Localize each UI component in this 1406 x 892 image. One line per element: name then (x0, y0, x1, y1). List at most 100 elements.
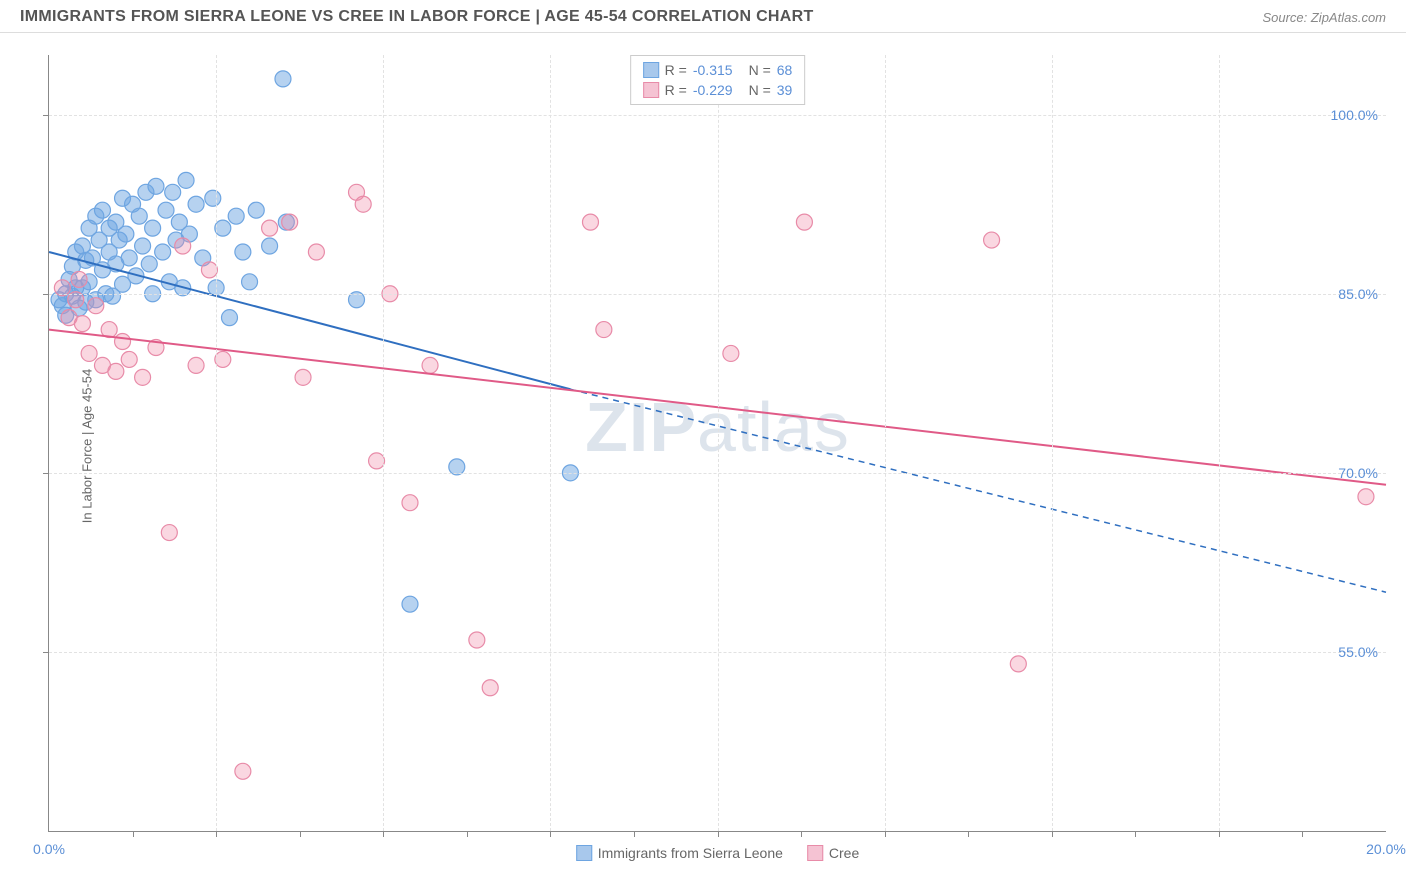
swatch-icon (643, 82, 659, 98)
trendline-sierra (49, 252, 570, 389)
data-point-cree (188, 357, 204, 373)
data-point-cree (201, 262, 217, 278)
ytick (43, 473, 49, 474)
xtick (467, 831, 468, 837)
gridline-v (718, 55, 719, 831)
data-point-cree (175, 238, 191, 254)
legend-row-sierra: R = -0.315 N = 68 (643, 60, 793, 80)
data-point-cree (402, 495, 418, 511)
ytick (43, 652, 49, 653)
xtick (216, 831, 217, 837)
data-point-sierra (188, 196, 204, 212)
data-point-cree (262, 220, 278, 236)
data-point-cree (308, 244, 324, 260)
xtick (1052, 831, 1053, 837)
data-point-cree (369, 453, 385, 469)
data-point-sierra (148, 178, 164, 194)
series-legend: Immigrants from Sierra Leone Cree (576, 845, 860, 861)
data-point-sierra (118, 226, 134, 242)
correlation-legend: R = -0.315 N = 68 R = -0.229 N = 39 (630, 55, 806, 105)
gridline-v (216, 55, 217, 831)
data-point-sierra (221, 310, 237, 326)
swatch-icon (807, 845, 823, 861)
ytick-label: 55.0% (1338, 644, 1378, 660)
gridline-v (383, 55, 384, 831)
data-point-cree (161, 525, 177, 541)
xtick (383, 831, 384, 837)
data-point-sierra (141, 256, 157, 272)
data-point-sierra (155, 244, 171, 260)
data-point-sierra (262, 238, 278, 254)
stat-label: N = (749, 62, 771, 78)
data-point-cree (108, 363, 124, 379)
data-point-cree (81, 345, 97, 361)
data-point-cree (235, 763, 251, 779)
trendline-dashed-sierra (570, 389, 1386, 592)
data-point-sierra (145, 220, 161, 236)
source-label: Source: ZipAtlas.com (1262, 10, 1386, 25)
gridline-v (1052, 55, 1053, 831)
stat-label: R = (665, 82, 687, 98)
xtick (133, 831, 134, 837)
legend-row-cree: R = -0.229 N = 39 (643, 80, 793, 100)
chart-title: IMMIGRANTS FROM SIERRA LEONE VS CREE IN … (20, 8, 814, 26)
data-point-cree (582, 214, 598, 230)
swatch-icon (643, 62, 659, 78)
ytick-label: 85.0% (1338, 286, 1378, 302)
legend-item-cree: Cree (807, 845, 859, 861)
gridline-v (885, 55, 886, 831)
data-point-sierra (135, 238, 151, 254)
r-value-sierra: -0.315 (693, 62, 733, 78)
data-point-sierra (402, 596, 418, 612)
n-value-sierra: 68 (777, 62, 793, 78)
data-point-sierra (165, 184, 181, 200)
data-point-cree (295, 369, 311, 385)
ytick (43, 294, 49, 295)
gridline-v (1219, 55, 1220, 831)
legend-label-cree: Cree (829, 845, 859, 861)
xtick (801, 831, 802, 837)
legend-label-sierra: Immigrants from Sierra Leone (598, 845, 783, 861)
data-point-cree (796, 214, 812, 230)
stat-label: N = (749, 82, 771, 98)
xtick (300, 831, 301, 837)
swatch-icon (576, 845, 592, 861)
data-point-cree (215, 351, 231, 367)
data-point-sierra (205, 190, 221, 206)
data-point-cree (115, 334, 131, 350)
data-point-sierra (94, 202, 110, 218)
data-point-cree (596, 322, 612, 338)
xtick (1302, 831, 1303, 837)
data-point-cree (88, 298, 104, 314)
data-point-cree (135, 369, 151, 385)
data-point-sierra (228, 208, 244, 224)
xtick (885, 831, 886, 837)
xtick (718, 831, 719, 837)
ytick-label: 70.0% (1338, 465, 1378, 481)
stat-label: R = (665, 62, 687, 78)
data-point-sierra (248, 202, 264, 218)
xtick (550, 831, 551, 837)
data-point-cree (74, 316, 90, 332)
data-point-sierra (215, 220, 231, 236)
ytick-label: 100.0% (1331, 107, 1378, 123)
xtick-label: 20.0% (1366, 841, 1406, 857)
ytick (43, 115, 49, 116)
title-bar: IMMIGRANTS FROM SIERRA LEONE VS CREE IN … (0, 0, 1406, 33)
data-point-cree (355, 196, 371, 212)
data-point-sierra (121, 250, 137, 266)
data-point-sierra (131, 208, 147, 224)
data-point-sierra (178, 172, 194, 188)
xtick (634, 831, 635, 837)
data-point-cree (121, 351, 137, 367)
n-value-cree: 39 (777, 82, 793, 98)
gridline-v (550, 55, 551, 831)
legend-item-sierra: Immigrants from Sierra Leone (576, 845, 783, 861)
data-point-sierra (275, 71, 291, 87)
data-point-cree (1358, 489, 1374, 505)
data-point-cree (723, 345, 739, 361)
scatter-chart: R = -0.315 N = 68 R = -0.229 N = 39 ZIPa… (48, 55, 1386, 832)
xtick-label: 0.0% (33, 841, 65, 857)
data-point-sierra (235, 244, 251, 260)
data-point-cree (482, 680, 498, 696)
